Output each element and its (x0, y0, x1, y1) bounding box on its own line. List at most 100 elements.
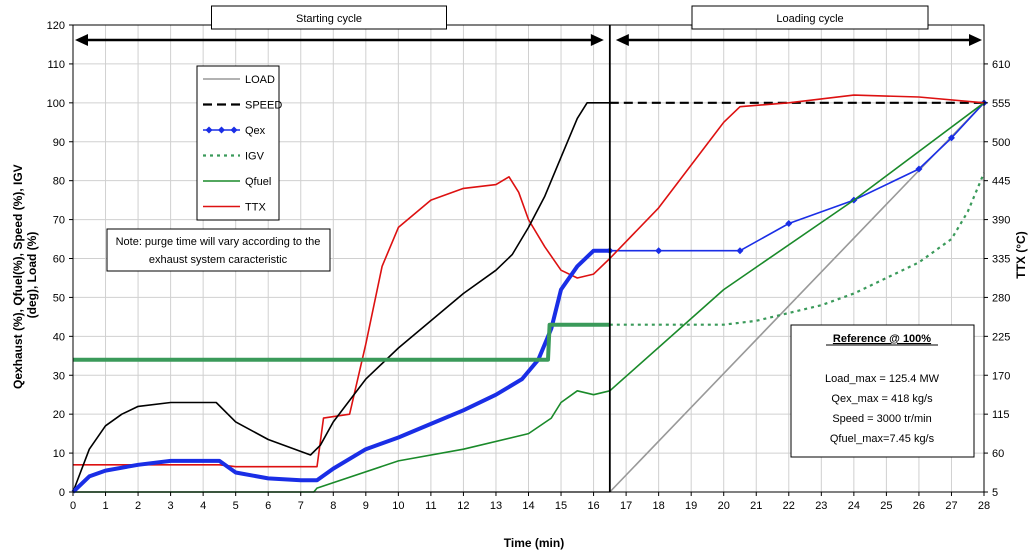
x-axis-label: Time (min) (504, 536, 564, 550)
legend-label: TTX (245, 202, 266, 214)
reference-line-2: Qex_max = 418 kg/s (831, 393, 933, 405)
series-qex-point (655, 247, 663, 255)
x-axis-ticks: 0 1 2 3 4 5 6 7 8 9 10 11 12 13 14 15 16 17 18 19 20 21 22 23 24… (70, 492, 990, 512)
x-tick-label: 4 (200, 500, 206, 512)
y-tick-label: 40 (53, 331, 65, 343)
x-tick-label: 26 (913, 500, 925, 512)
x-tick-label: 7 (298, 500, 304, 512)
x-tick-label: 23 (815, 500, 827, 512)
y2-axis-ticks: 5 60 115 170 225 280 335 390 445 500 555 610 (984, 59, 1010, 499)
y-tick-label: 90 (53, 137, 65, 149)
arrowhead-left-icon (75, 34, 88, 46)
note-line-2: exhaust system caracteristic (149, 254, 288, 266)
x-tick-label: 28 (978, 500, 990, 512)
y2-tick-label: 115 (992, 409, 1010, 421)
y-axis-label-line-1: Qexhaust (%), Qfuel(%), Speed (%), IGV (11, 164, 25, 389)
legend-label: Qex (245, 125, 266, 137)
y-tick-label: 20 (53, 409, 65, 421)
series-qex-point (736, 247, 744, 255)
y2-tick-label: 610 (992, 59, 1010, 71)
legend-label: Qfuel (245, 176, 271, 188)
y-axis-label: Qexhaust (%), Qfuel(%), Speed (%), IGV (… (11, 161, 39, 389)
legend: LOAD SPEED Qex IGV Qfuel TTX (196, 65, 282, 221)
series-layer (71, 94, 988, 494)
y-tick-label: 10 (53, 448, 65, 460)
x-tick-label: 24 (848, 500, 860, 512)
x-tick-label: 14 (522, 500, 534, 512)
y2-tick-label: 555 (992, 98, 1010, 110)
x-tick-label: 0 (70, 500, 76, 512)
phase-label-box (211, 5, 447, 30)
x-tick-label: 8 (330, 500, 336, 512)
y2-tick-label: 390 (992, 215, 1010, 227)
x-tick-label: 18 (653, 500, 665, 512)
y2-tick-label: 335 (992, 254, 1010, 266)
phase-label: Loading cycle (776, 13, 843, 25)
x-tick-label: 1 (102, 500, 108, 512)
reference-line-1: Load_max = 125.4 MW (825, 373, 940, 385)
x-tick-label: 15 (555, 500, 567, 512)
series-igv-start (73, 322, 610, 362)
series-qex (609, 102, 985, 252)
legend-label: LOAD (245, 74, 275, 86)
series-qfuel (73, 102, 985, 493)
y-tick-label: 120 (47, 20, 65, 32)
x-tick-label: 10 (392, 500, 404, 512)
y2-tick-label: 170 (992, 370, 1010, 382)
y-tick-label: 60 (53, 254, 65, 266)
x-tick-label: 11 (425, 500, 436, 512)
x-tick-label: 27 (945, 500, 957, 512)
y-tick-label: 0 (59, 487, 65, 499)
x-tick-label: 22 (783, 500, 795, 512)
reference-line-3: Speed = 3000 tr/min (832, 413, 931, 425)
y-tick-label: 80 (53, 176, 65, 188)
y2-tick-label: 445 (992, 176, 1010, 188)
x-tick-label: 9 (363, 500, 369, 512)
x-tick-label: 16 (587, 500, 599, 512)
series-ttx (73, 94, 985, 468)
phase-label: Starting cycle (296, 13, 362, 25)
series-qex-point (785, 219, 793, 227)
phase-label-box (691, 5, 929, 30)
legend-marker (218, 126, 225, 134)
legend-marker (205, 126, 213, 134)
y2-tick-label: 280 (992, 292, 1010, 304)
y-axis-ticks: 0 10 20 30 40 50 60 70 80 90 100 110 120 (47, 20, 73, 499)
x-tick-label: 3 (168, 500, 174, 512)
arrowhead-right-icon (590, 34, 604, 46)
series-qex-start (71, 248, 610, 494)
x-tick-label: 19 (685, 500, 697, 512)
series-qex-point (947, 134, 955, 142)
reference-title: Reference @ 100% (833, 333, 931, 345)
legend-label: SPEED (245, 100, 282, 112)
note-line-1: Note: purge time will vary according to … (116, 236, 321, 248)
x-tick-label: 12 (457, 500, 469, 512)
reference-box: Reference @ 100% Load_max = 125.4 MW Qex… (790, 324, 975, 458)
legend-label: IGV (245, 151, 265, 163)
series-igv (609, 172, 986, 326)
y-tick-label: 30 (53, 370, 65, 382)
y-axis-label-line-2: (deg), Load (%) (25, 232, 39, 319)
y2-tick-label: 60 (992, 448, 1004, 460)
arrowhead-left-icon (615, 34, 629, 46)
y2-tick-label: 225 (992, 331, 1010, 343)
series-speed-start (72, 102, 610, 493)
y2-tick-label: 5 (992, 487, 998, 499)
reference-line-4: Qfuel_max=7.45 kg/s (830, 433, 935, 445)
y-tick-label: 70 (53, 215, 65, 227)
phase-layer: Starting cycle Loading cycle (75, 5, 982, 492)
x-tick-label: 6 (265, 500, 271, 512)
legend-frame (196, 65, 280, 221)
x-tick-label: 21 (750, 500, 762, 512)
y2-axis-label: TTX (°C) (1014, 231, 1028, 278)
series-qex-point (915, 165, 923, 173)
y-tick-label: 100 (47, 98, 65, 110)
y2-tick-label: 500 (992, 137, 1010, 149)
legend-marker (230, 126, 238, 134)
x-tick-label: 20 (718, 500, 730, 512)
y-tick-label: 50 (53, 292, 65, 304)
x-tick-label: 2 (135, 500, 141, 512)
arrowhead-right-icon (969, 34, 982, 46)
